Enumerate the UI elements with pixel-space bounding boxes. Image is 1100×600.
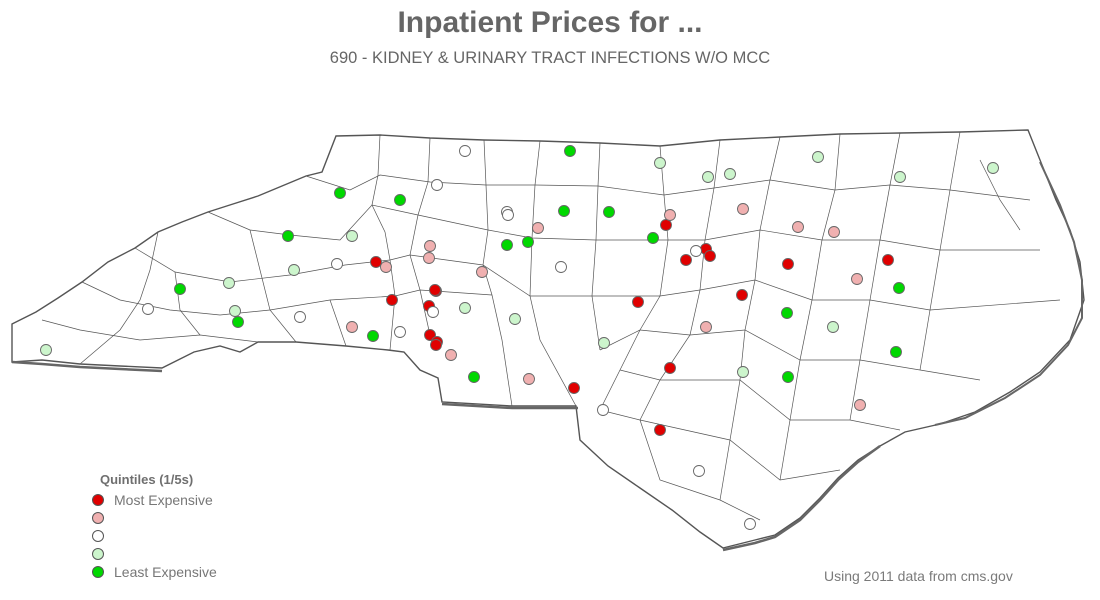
hospital-marker-least-expensive [367, 330, 379, 342]
hospital-marker-quintile-2 [792, 221, 804, 233]
hospital-marker-least-expensive [647, 232, 659, 244]
legend-label: Least Expensive [114, 564, 217, 580]
legend: Quintiles (1/5s) Most Expensive Least Ex… [92, 472, 217, 581]
hospital-marker-quintile-3 [431, 179, 443, 191]
hospital-marker-quintile-2 [380, 261, 392, 273]
hospital-marker-quintile-3 [394, 326, 406, 338]
hospital-marker-quintile-3 [693, 465, 705, 477]
hospital-marker-most-expensive [386, 294, 398, 306]
hospital-marker-quintile-4 [812, 151, 824, 163]
hospital-marker-quintile-3 [597, 404, 609, 416]
hospital-marker-most-expensive [736, 289, 748, 301]
hospital-marker-quintile-4 [724, 168, 736, 180]
legend-swatch [92, 512, 104, 524]
state-outline [11, 129, 1085, 552]
hospital-marker-least-expensive [334, 187, 346, 199]
legend-swatch [92, 494, 104, 506]
hospital-marker-quintile-4 [509, 313, 521, 325]
hospital-marker-most-expensive [704, 250, 716, 262]
hospital-marker-quintile-4 [459, 302, 471, 314]
hospital-marker-least-expensive [232, 316, 244, 328]
hospital-marker-quintile-4 [654, 157, 666, 169]
hospital-marker-quintile-3 [459, 145, 471, 157]
hospital-marker-most-expensive [654, 424, 666, 436]
legend-swatch [92, 530, 104, 542]
county-borders [41, 131, 1061, 521]
hospital-marker-quintile-4 [894, 171, 906, 183]
hospital-marker-least-expensive [893, 282, 905, 294]
hospital-marker-quintile-4 [737, 366, 749, 378]
legend-swatch [92, 548, 104, 560]
hospital-marker-least-expensive [558, 205, 570, 217]
legend-item-quintile-2 [92, 509, 217, 527]
page-title: Inpatient Prices for ... [397, 6, 703, 39]
hospital-marker-quintile-2 [532, 222, 544, 234]
hospital-marker-quintile-4 [598, 337, 610, 349]
hospital-marker-quintile-2 [851, 273, 863, 285]
hospital-marker-quintile-3 [744, 518, 756, 530]
legend-item-most-expensive: Most Expensive [92, 491, 217, 509]
hospital-marker-quintile-4 [288, 264, 300, 276]
hospital-marker-least-expensive [890, 346, 902, 358]
hospital-marker-quintile-3 [427, 306, 439, 318]
hospital-marker-quintile-4 [702, 171, 714, 183]
hospital-marker-most-expensive [632, 296, 644, 308]
hospital-marker-quintile-2 [424, 240, 436, 252]
hospital-marker-quintile-4 [40, 344, 52, 356]
hospital-marker-quintile-2 [828, 226, 840, 238]
hospital-marker-most-expensive [568, 382, 580, 394]
legend-item-quintile-3 [92, 527, 217, 545]
hospital-marker-most-expensive [660, 219, 672, 231]
hospital-marker-least-expensive [603, 206, 615, 218]
hospital-markers [40, 145, 999, 530]
hospital-marker-quintile-2 [664, 209, 676, 221]
hospital-marker-most-expensive [680, 254, 692, 266]
legend-item-quintile-4 [92, 545, 217, 563]
legend-label: Most Expensive [114, 492, 213, 508]
hospital-marker-least-expensive [501, 239, 513, 251]
hospital-marker-least-expensive [522, 236, 534, 248]
hospital-marker-least-expensive [782, 371, 794, 383]
hospital-marker-quintile-3 [502, 209, 514, 221]
hospital-marker-most-expensive [430, 339, 442, 351]
hospital-marker-quintile-3 [331, 258, 343, 270]
hospital-marker-most-expensive [424, 329, 436, 341]
hospital-marker-quintile-2 [700, 321, 712, 333]
hospital-marker-quintile-2 [523, 373, 535, 385]
hospital-marker-quintile-4 [987, 162, 999, 174]
hospital-marker-quintile-4 [229, 305, 241, 317]
legend-title: Quintiles (1/5s) [100, 472, 194, 487]
hospital-marker-quintile-4 [346, 230, 358, 242]
hospital-marker-quintile-3 [142, 303, 154, 315]
hospital-marker-most-expensive [882, 254, 894, 266]
hospital-marker-quintile-4 [827, 321, 839, 333]
hospital-marker-most-expensive [664, 362, 676, 374]
hospital-marker-quintile-2 [423, 252, 435, 264]
hospital-marker-quintile-3 [294, 311, 306, 323]
hospital-marker-least-expensive [174, 283, 186, 295]
hospital-marker-most-expensive [370, 256, 382, 268]
hospital-marker-quintile-4 [223, 277, 235, 289]
hospital-marker-quintile-2 [346, 321, 358, 333]
hospital-marker-least-expensive [282, 230, 294, 242]
hospital-marker-quintile-2 [854, 399, 866, 411]
hospital-marker-quintile-3 [690, 245, 702, 257]
hospital-marker-least-expensive [781, 307, 793, 319]
hospital-marker-quintile-2 [476, 266, 488, 278]
hospital-marker-least-expensive [394, 194, 406, 206]
source-note: Using 2011 data from cms.gov [824, 568, 1013, 584]
page-subtitle: 690 - KIDNEY & URINARY TRACT INFECTIONS … [329, 49, 771, 67]
legend-item-least-expensive: Least Expensive [92, 563, 217, 581]
hospital-marker-most-expensive [429, 284, 441, 296]
hospital-marker-quintile-2 [445, 349, 457, 361]
hospital-marker-least-expensive [564, 145, 576, 157]
hospital-marker-quintile-3 [555, 261, 567, 273]
hospital-marker-least-expensive [468, 371, 480, 383]
legend-swatch [92, 566, 104, 578]
hospital-marker-most-expensive [782, 258, 794, 270]
hospital-marker-quintile-2 [737, 203, 749, 215]
